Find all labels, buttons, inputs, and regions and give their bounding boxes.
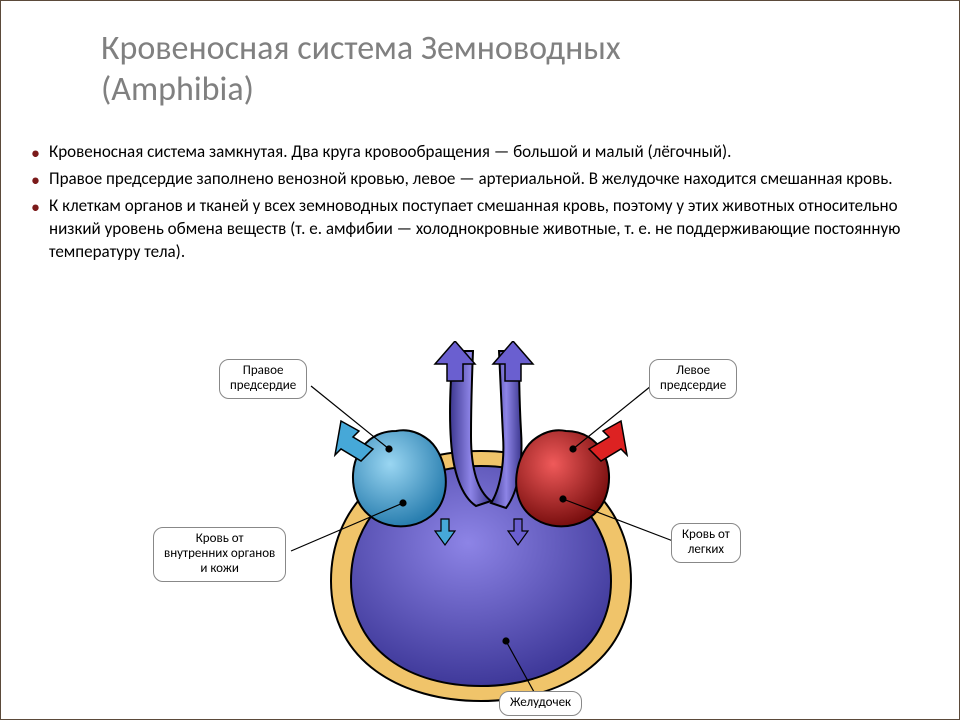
title-line-1: Кровеносная система Земноводных [101,28,621,69]
slide-frame: Кровеносная система Земноводных (Amphibi… [0,0,960,720]
heart-diagram: Правое предсердие Левое предсердие Кровь… [1,341,960,720]
label-blood-from-organs: Кровь от внутренних органов и кожи [153,527,286,582]
title-line-2: (Amphibia) [101,69,254,110]
bullet-item: Кровеносная система замкнутая. Два круга… [29,141,934,164]
bullet-item: К клеткам органов и тканей у всех земнов… [29,195,934,264]
arrow-out-right [493,341,533,381]
heart-svg [1,341,960,720]
label-blood-from-lungs: Кровь от легких [671,523,741,563]
bullet-item: Правое предсердие заполнено венозной кро… [29,168,934,191]
bullet-text: Правое предсердие заполнено венозной кро… [49,168,893,189]
bullet-text: К клеткам органов и тканей у всех земнов… [49,195,900,262]
bullet-list: Кровеносная система замкнутая. Два круга… [29,141,934,268]
bullet-text: Кровеносная система замкнутая. Два круга… [49,141,731,162]
label-right-atrium: Правое предсердие [219,359,307,399]
label-left-atrium: Левое предсердие [649,359,737,399]
label-ventricle: Желудочек [499,691,582,716]
slide-title: Кровеносная система Земноводных (Amphibi… [101,29,621,111]
